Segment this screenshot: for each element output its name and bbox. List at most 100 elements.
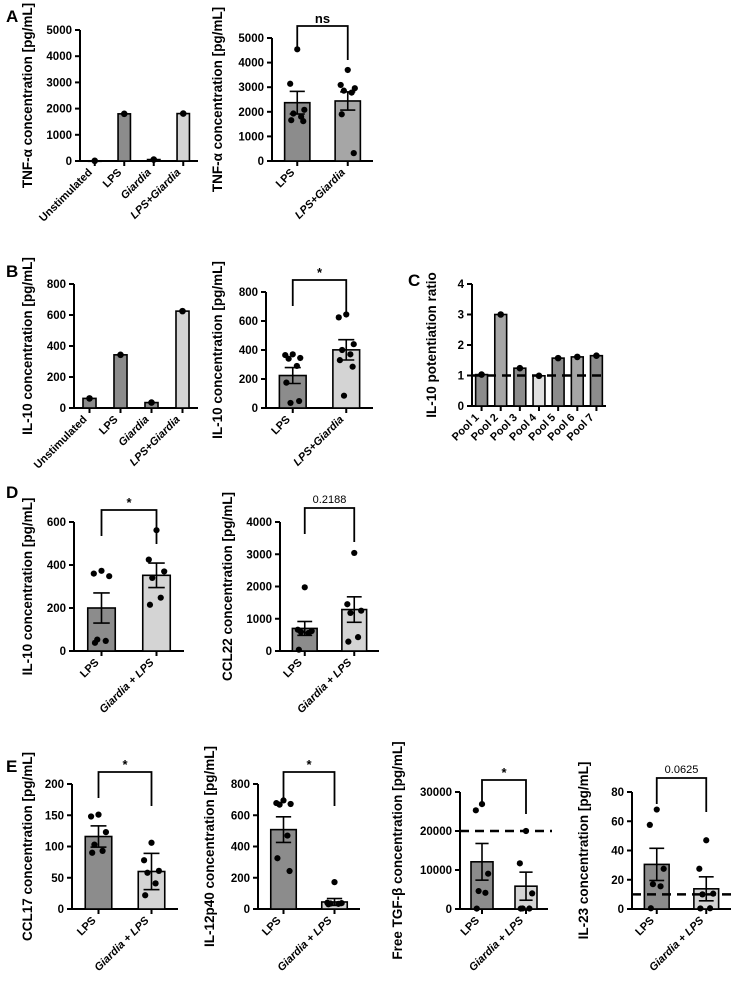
chart-svg-b-right: 0 200 400 600 800 IL-10 concentration [pg/mL]…: [210, 261, 373, 469]
data-point: [340, 392, 348, 399]
data-point: [99, 847, 106, 854]
chart-svg-d-right: 0 1000 2000 3000 4000 CCL22 concentration [pg…: [220, 492, 379, 716]
chart-e-tgfb: 0 10000 20000 30000 Free TGF-β concentration…: [386, 741, 572, 983]
data-point: [179, 307, 186, 315]
y-tick-label: 400: [231, 842, 250, 854]
data-point: [345, 638, 352, 645]
data-point: [335, 900, 342, 907]
y-axis-label: IL-10 concentration [pg/mL]: [20, 498, 35, 676]
chart-e-il12p40: 0 200 400 600 800 IL-12p40 concentration [pg/…: [198, 746, 384, 983]
data-point: [529, 890, 536, 897]
y-tick-label: 20: [611, 875, 624, 887]
significance-bracket: [296, 25, 349, 60]
x-tick-label: LPS: [274, 167, 298, 191]
data-point: [293, 362, 300, 370]
y-tick-label: 800: [47, 279, 66, 291]
data-point: [288, 117, 295, 124]
data-point: [344, 66, 351, 74]
y-tick-label: 2000: [46, 104, 72, 116]
p-value-label: 0.2188: [313, 494, 347, 506]
y-tick-label: 30000: [420, 787, 452, 799]
chart-svg-a-left: 0 1000 2000 3000 4000 5000 TNF-α concentration…: [20, 3, 198, 225]
y-tick-label: 3: [458, 310, 464, 322]
data-point: [339, 346, 346, 354]
data-point: [703, 837, 710, 844]
y-tick-label: 50: [51, 873, 64, 885]
y-tick-label: 5000: [238, 33, 264, 45]
data-point: [347, 609, 354, 617]
x-tick-label: LPS: [97, 414, 121, 438]
chart-svg-b-left: 0 200 400 600 800 IL-10 concentration [pg/mL]…: [20, 257, 198, 471]
data-point: [117, 351, 124, 359]
data-point: [274, 855, 281, 862]
x-tick-label: LPS: [458, 915, 482, 939]
y-tick-label: 200: [47, 372, 66, 384]
y-tick-label: 400: [47, 560, 66, 572]
y-tick-label: 200: [239, 374, 258, 386]
x-tick-label: Unstimulated: [37, 167, 95, 225]
y-tick-label: 200: [231, 873, 250, 885]
y-tick-label: 2: [458, 340, 464, 352]
chart-e-ccl17: 0 50 100 150 200 CCL17 concentration [pg/mL] L…: [16, 752, 202, 983]
data-point: [297, 628, 305, 636]
data-point: [706, 905, 714, 912]
y-tick-label: 4000: [246, 517, 272, 529]
data-point: [516, 860, 523, 867]
data-point: [287, 80, 294, 87]
data-point: [295, 646, 302, 653]
y-tick-label: 80: [611, 787, 624, 799]
significance-bracket: [97, 771, 153, 806]
x-tick-label: LPS: [633, 915, 657, 939]
chart-a-right: 0 1000 2000 3000 4000 5000 TNF-α concentration…: [206, 7, 391, 233]
y-tick-label: 1000: [238, 131, 264, 143]
chart-e-il23: 0 20 40 60 80 IL-23 concentration [pg/mL] LPS G…: [572, 730, 755, 983]
data-point: [91, 841, 98, 848]
y-axis-label: Free TGF-β concentration [pg/mL]: [390, 741, 405, 959]
y-tick-label: 200: [45, 779, 64, 791]
data-point: [284, 832, 291, 839]
y-tick-label: 600: [239, 316, 258, 328]
data-point: [150, 156, 158, 163]
y-tick-label: 10000: [420, 865, 452, 877]
data-point: [286, 867, 293, 875]
data-point: [102, 829, 110, 836]
data-point: [660, 865, 667, 872]
data-point: [142, 892, 149, 899]
significance-label: *: [126, 495, 132, 510]
data-point: [145, 556, 152, 563]
y-axis-label: TNF-α concentration [pg/mL]: [20, 3, 35, 188]
y-tick-label: 0: [244, 904, 250, 916]
error-bar: [346, 596, 362, 624]
error-bar: [93, 592, 110, 624]
y-tick-label: 4000: [46, 51, 72, 63]
error-bar: [519, 871, 533, 902]
data-point: [335, 314, 342, 321]
y-tick-label: 400: [47, 341, 66, 353]
data-point: [89, 849, 96, 856]
data-point: [473, 905, 480, 912]
y-tick-label: 1000: [246, 614, 272, 626]
data-point: [148, 839, 155, 846]
y-tick-label: 0: [446, 904, 452, 916]
data-point: [516, 364, 524, 372]
data-point: [87, 813, 95, 820]
data-point: [535, 372, 543, 380]
data-point: [86, 395, 93, 402]
significance-bracket: [291, 279, 348, 314]
data-point: [649, 881, 657, 888]
data-point: [475, 887, 482, 895]
y-tick-label: 20000: [420, 826, 452, 838]
data-point: [297, 354, 304, 362]
data-point: [697, 905, 704, 912]
panel-letter-e: E: [6, 757, 18, 776]
significance-bracket: [100, 509, 158, 544]
data-point: [657, 883, 664, 890]
bar: [551, 357, 565, 407]
y-tick-label: 40: [611, 846, 624, 858]
y-tick-label: 0: [58, 904, 64, 916]
panel-letter-c: C: [408, 271, 421, 290]
significance-label: ns: [315, 11, 330, 26]
data-point: [148, 399, 155, 406]
